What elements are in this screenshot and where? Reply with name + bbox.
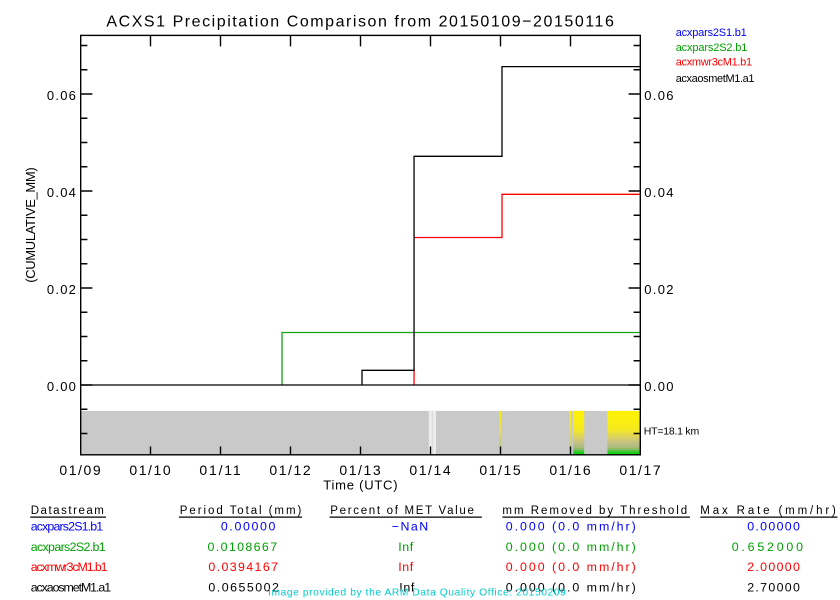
svg-text:−NaN: −NaN bbox=[392, 520, 428, 534]
svg-text:acxmwr3cM1.b1: acxmwr3cM1.b1 bbox=[676, 57, 752, 69]
svg-text:Inf: Inf bbox=[398, 540, 414, 554]
svg-text:01/15: 01/15 bbox=[479, 462, 521, 478]
svg-text:Percent of MET Value: Percent of MET Value bbox=[330, 505, 474, 517]
svg-text:01/10: 01/10 bbox=[129, 462, 171, 478]
svg-text:mm Removed by Threshold: mm Removed by Threshold bbox=[502, 505, 687, 517]
svg-text:01/13: 01/13 bbox=[339, 462, 381, 478]
svg-text:0.00: 0.00 bbox=[47, 379, 76, 394]
svg-text:Period Total (mm): Period Total (mm) bbox=[180, 505, 302, 517]
svg-text:01/14: 01/14 bbox=[409, 462, 451, 478]
svg-text:0.652000: 0.652000 bbox=[732, 540, 803, 554]
svg-text:0.06: 0.06 bbox=[47, 88, 76, 103]
svg-text:01/11: 01/11 bbox=[199, 462, 241, 478]
svg-text:0.0108667: 0.0108667 bbox=[208, 540, 278, 554]
svg-text:acxmwr3cM1.b1: acxmwr3cM1.b1 bbox=[31, 560, 108, 574]
svg-text:01/17: 01/17 bbox=[619, 462, 661, 478]
svg-text:01/09: 01/09 bbox=[59, 462, 101, 478]
svg-text:acxaosmetM1.a1: acxaosmetM1.a1 bbox=[676, 73, 755, 85]
svg-text:Time (UTC): Time (UTC) bbox=[323, 477, 397, 492]
svg-text:Image provided by the ARM Data: Image provided by the ARM Data Quality O… bbox=[268, 587, 566, 598]
svg-text:acxpars2S1.b1: acxpars2S1.b1 bbox=[31, 520, 104, 534]
svg-text:0.06: 0.06 bbox=[644, 88, 673, 103]
svg-text:0.02: 0.02 bbox=[47, 282, 76, 297]
svg-text:2.70000: 2.70000 bbox=[747, 580, 800, 594]
svg-text:0.0394167: 0.0394167 bbox=[208, 560, 278, 574]
svg-text:acxpars2S1.b1: acxpars2S1.b1 bbox=[676, 27, 747, 39]
svg-text:Inf: Inf bbox=[398, 560, 414, 574]
svg-text:0.04: 0.04 bbox=[47, 185, 76, 200]
svg-text:ACXS1 Precipitation Comparison: ACXS1 Precipitation Comparison from 2015… bbox=[106, 14, 614, 31]
svg-text:0.02: 0.02 bbox=[644, 282, 673, 297]
svg-text:acxpars2S2.b1: acxpars2S2.b1 bbox=[676, 42, 748, 54]
svg-text:Inf: Inf bbox=[399, 580, 415, 594]
svg-text:acxpars2S2.b1: acxpars2S2.b1 bbox=[31, 540, 106, 554]
svg-text:0.0655002: 0.0655002 bbox=[208, 580, 279, 594]
svg-text:01/16: 01/16 bbox=[549, 462, 591, 478]
svg-text:0.00: 0.00 bbox=[644, 379, 673, 394]
svg-text:acxaosmetM1.a1: acxaosmetM1.a1 bbox=[31, 580, 111, 594]
svg-text:(CUMULATIVE_MM): (CUMULATIVE_MM) bbox=[23, 167, 38, 283]
svg-text:0.00000: 0.00000 bbox=[221, 520, 276, 534]
svg-text:0.04: 0.04 bbox=[644, 185, 673, 200]
svg-text:01/12: 01/12 bbox=[269, 462, 311, 478]
svg-text:2.00000: 2.00000 bbox=[747, 560, 800, 574]
svg-text:0.00000: 0.00000 bbox=[747, 520, 800, 534]
svg-text:HT=18.1 km: HT=18.1 km bbox=[644, 425, 700, 437]
